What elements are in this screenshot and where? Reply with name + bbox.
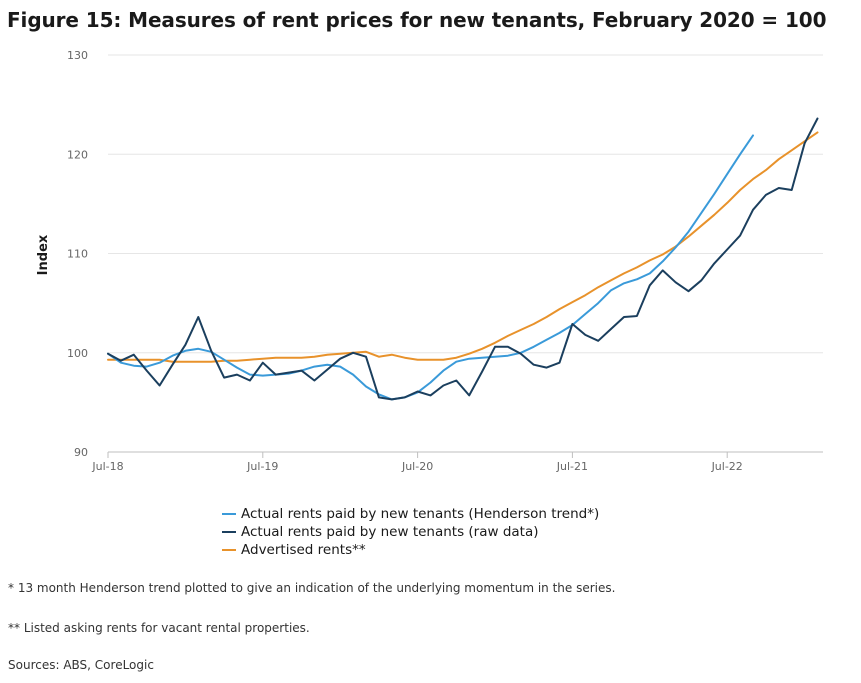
x-tick-label-Jul-18: Jul-18 — [91, 460, 123, 473]
y-tick-label-110: 110 — [67, 248, 88, 261]
legend: Actual rents paid by new tenants (Hender… — [222, 505, 599, 559]
x-axis-ticks: Jul-18 Jul-19 Jul-20 Jul-21 Jul-22 — [91, 452, 743, 473]
x-tick-label-Jul-21: Jul-21 — [556, 460, 588, 473]
legend-label-henderson-trend: Actual rents paid by new tenants (Hender… — [241, 506, 600, 522]
legend-label-advertised-rents: Advertised rents** — [241, 542, 366, 558]
y-axis-ticks: 130 120 110 100 90 — [67, 49, 88, 459]
series-lines — [107, 117, 819, 401]
gridlines — [108, 54, 823, 453]
legend-item-henderson-trend[interactable]: Actual rents paid by new tenants (Hender… — [222, 505, 599, 523]
series-line-henderson-trend — [107, 134, 754, 401]
x-tick-label-Jul-20: Jul-20 — [401, 460, 433, 473]
sources-note: Sources: ABS, CoreLogic — [8, 658, 154, 672]
legend-swatch-henderson-trend — [222, 513, 236, 515]
legend-swatch-raw-data — [222, 531, 236, 533]
x-tick-label-Jul-19: Jul-19 — [246, 460, 278, 473]
footnote-advertised: ** Listed asking rents for vacant rental… — [8, 621, 310, 635]
x-tick-label-Jul-22: Jul-22 — [711, 460, 743, 473]
footnote-henderson: * 13 month Henderson trend plotted to gi… — [8, 581, 616, 595]
y-axis-label: Index — [36, 234, 51, 275]
chart-title: Figure 15: Measures of rent prices for n… — [7, 8, 827, 32]
legend-item-advertised-rents[interactable]: Advertised rents** — [222, 541, 599, 559]
legend-label-raw-data: Actual rents paid by new tenants (raw da… — [241, 524, 539, 540]
y-tick-label-130: 130 — [67, 49, 88, 62]
y-tick-label-90: 90 — [74, 446, 88, 459]
y-tick-label-120: 120 — [67, 148, 88, 161]
series-line-advertised-rents — [107, 131, 819, 363]
y-tick-label-100: 100 — [67, 347, 88, 360]
legend-swatch-advertised-rents — [222, 549, 236, 551]
legend-item-raw-data[interactable]: Actual rents paid by new tenants (raw da… — [222, 523, 599, 541]
series-line-raw-data — [107, 117, 819, 401]
